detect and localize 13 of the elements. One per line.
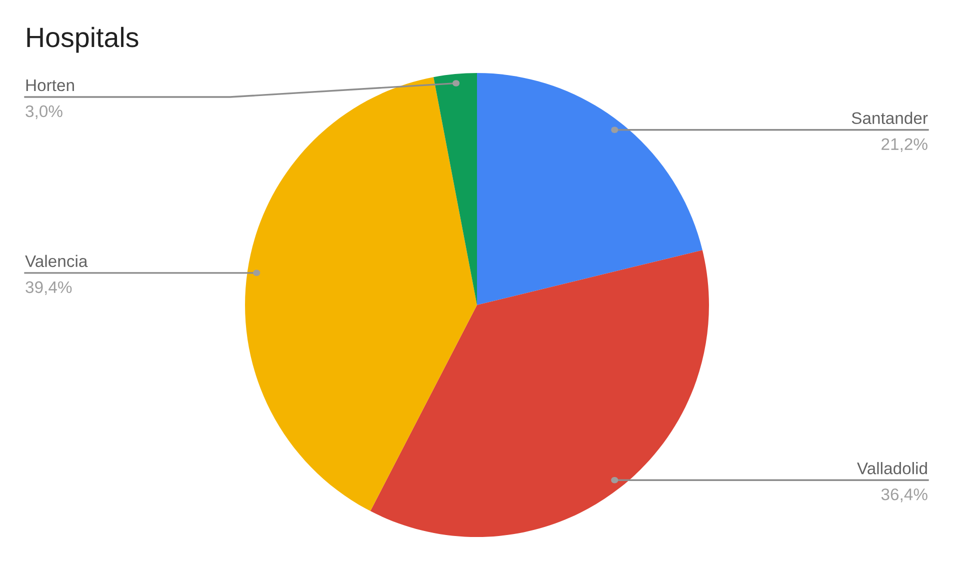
- pie-slice: [434, 73, 477, 305]
- data-label: 39,4%: [26, 281, 72, 296]
- pie-slice: [245, 77, 477, 512]
- chart-title: Hospitals: [27, 26, 138, 53]
- data-label: 3,0%: [26, 105, 62, 120]
- slice-label: Valencia: [25, 254, 88, 268]
- slice-label: Santander: [852, 112, 928, 124]
- data-label: 21,2%: [882, 138, 928, 152]
- pie-slice: [477, 73, 702, 305]
- slice-label: Horten: [26, 80, 74, 92]
- slice-label: Valladolid: [857, 462, 927, 474]
- data-label: 36,4%: [881, 488, 928, 502]
- pie-slice: [370, 250, 709, 537]
